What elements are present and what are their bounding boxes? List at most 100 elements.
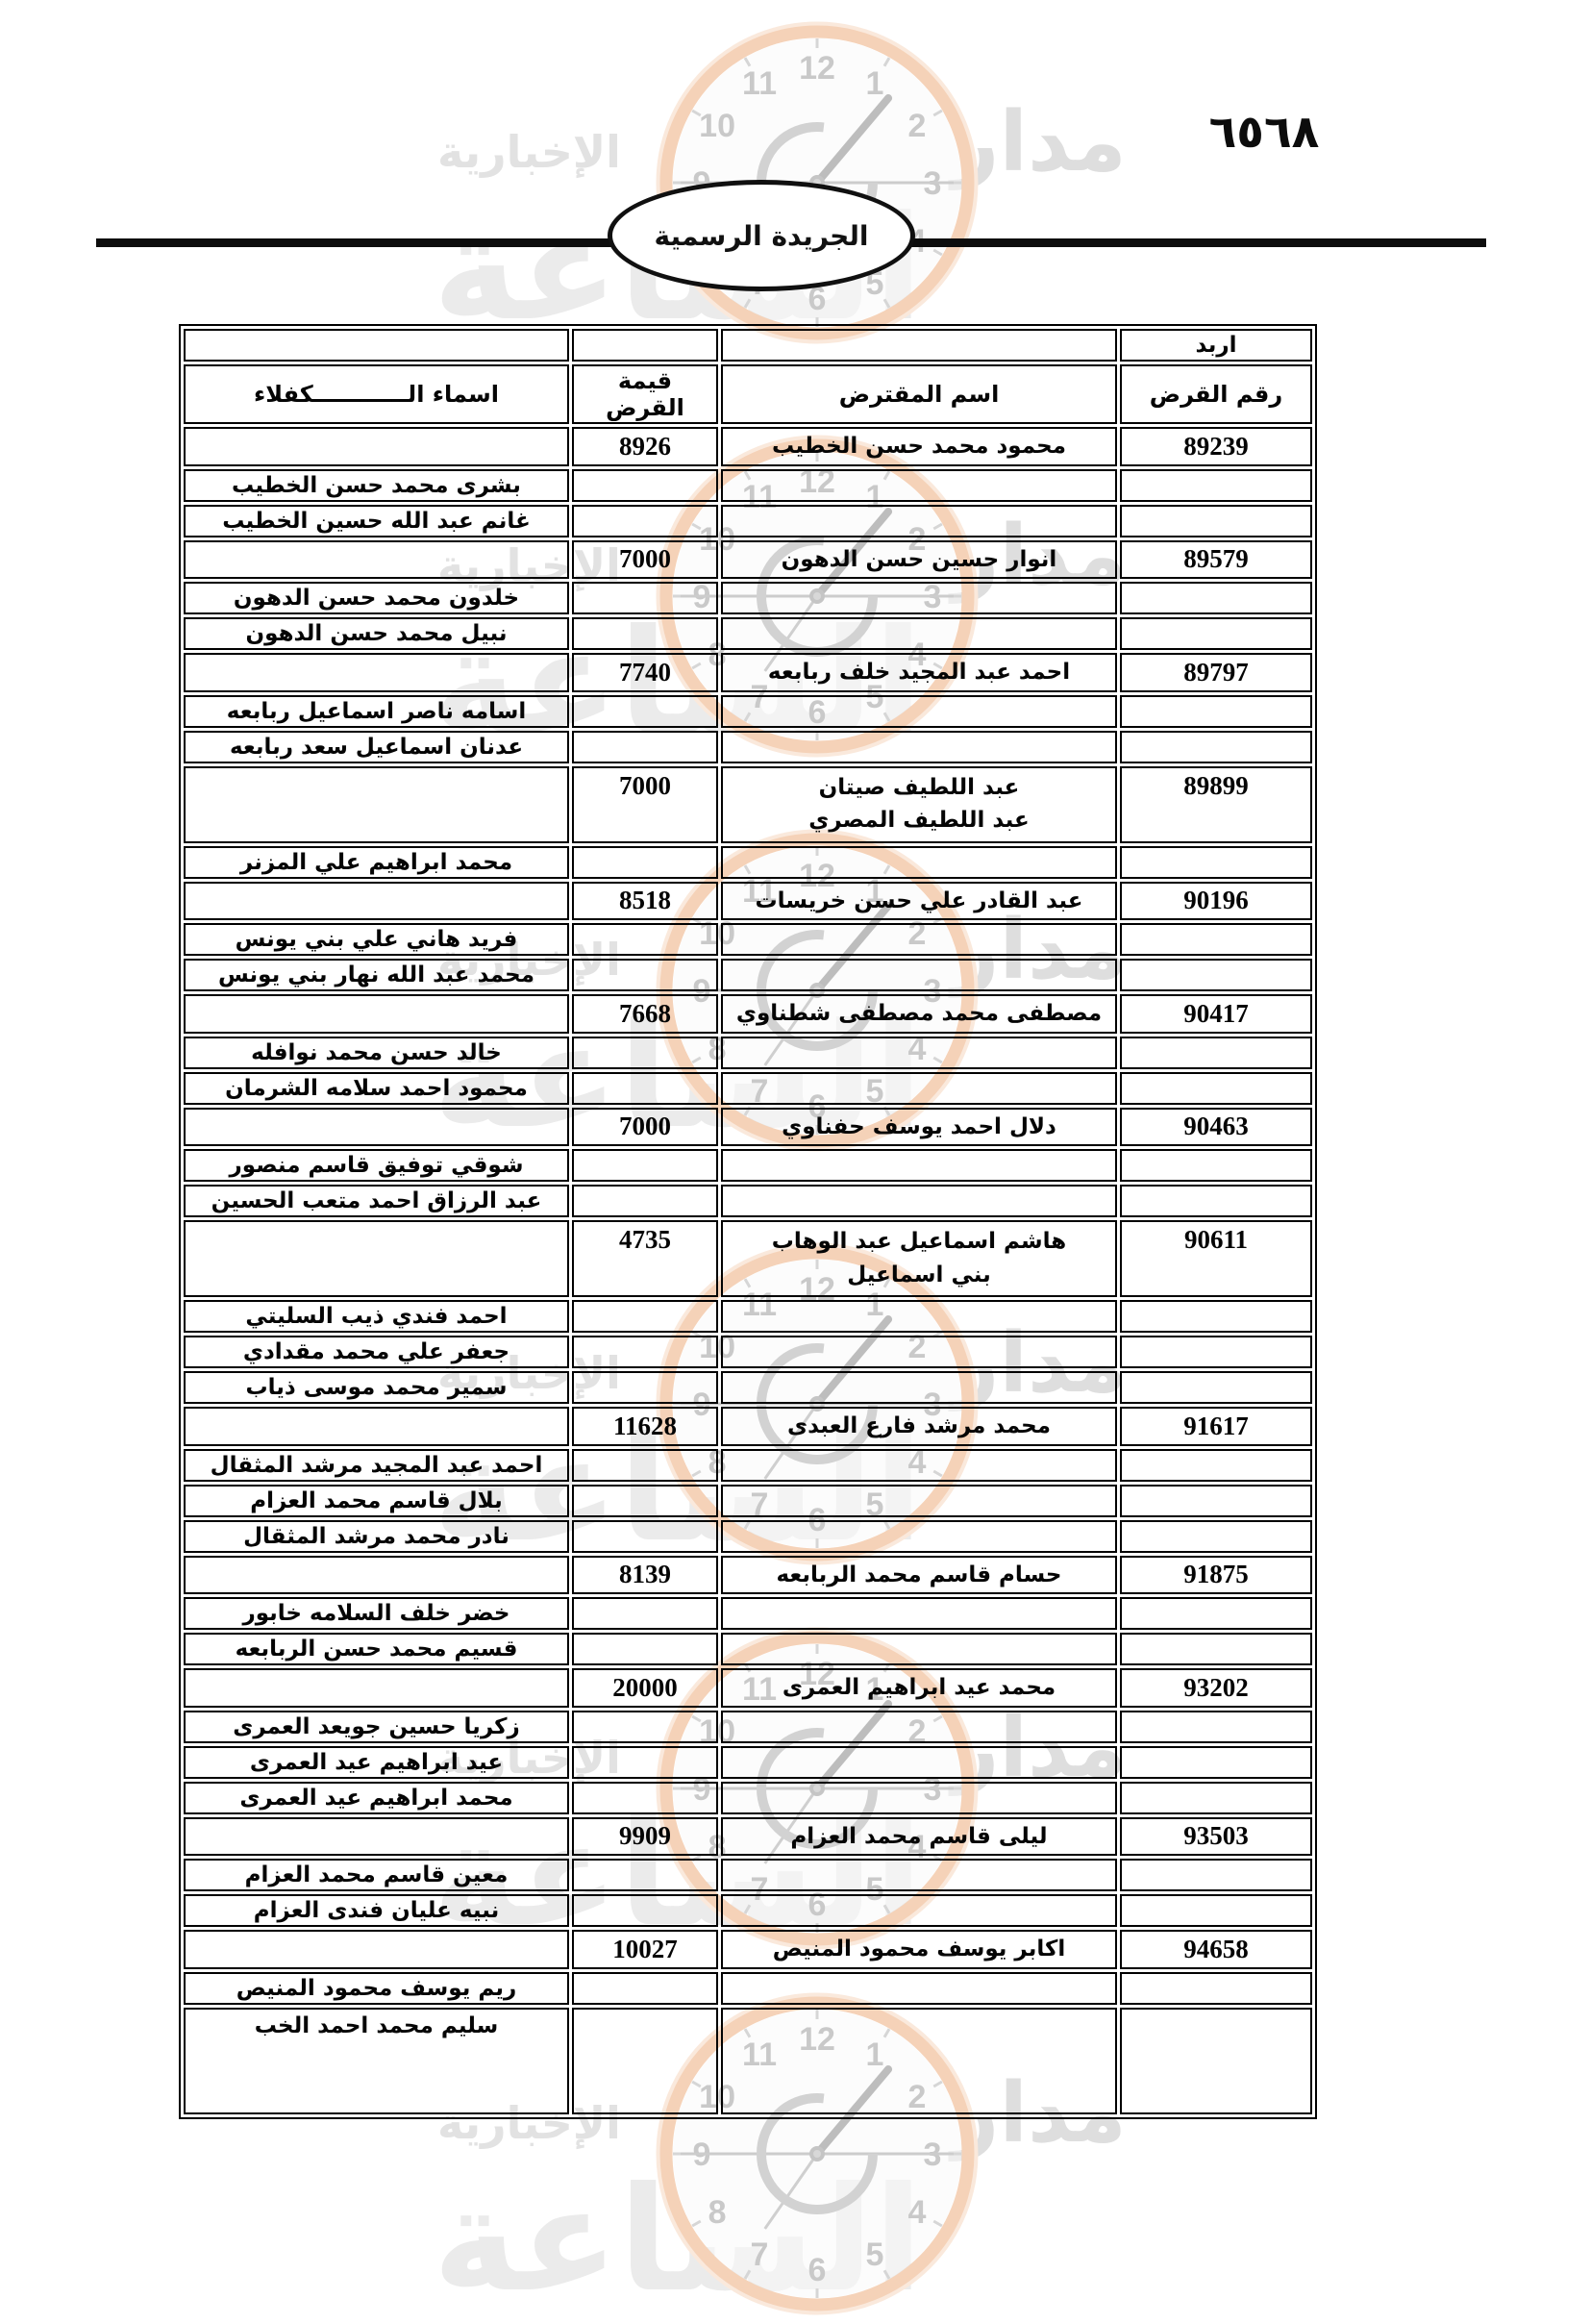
guarantor-cell: سمير محمد موسى ذياب: [184, 1371, 569, 1404]
amount-cell: 9909: [572, 1816, 718, 1856]
svg-text:12: 12: [799, 2021, 835, 2058]
amount-cell: 7000: [572, 539, 718, 579]
guarantor-cell: عيد ابراهيم عيد العمرى: [184, 1745, 569, 1779]
svg-text:11: 11: [742, 65, 777, 102]
clock-watermark-icon: 123456789101112: [656, 1627, 979, 1950]
gazette-title: الجريدة الرسمية: [654, 219, 869, 252]
loan-number-cell: 90417: [1120, 994, 1312, 1034]
watermark-word-madar: مدار: [952, 94, 1127, 190]
amount-cell: 8518: [572, 881, 718, 920]
guarantor-cell: خضر خلف السلامه خابور: [184, 1597, 569, 1630]
loan-number-cell: 93202: [1120, 1668, 1312, 1708]
gazette-title-ellipse: الجريدة الرسمية: [608, 180, 915, 291]
empty-cell: [1120, 730, 1312, 763]
watermark-word-madar: مدار: [952, 1700, 1127, 1796]
amount-cell: 8139: [572, 1555, 718, 1594]
empty-cell: [1120, 582, 1312, 614]
loan-number-cell: 90196: [1120, 881, 1312, 920]
amount-cell: 8926: [572, 427, 718, 466]
svg-text:5: 5: [866, 2237, 884, 2273]
svg-text:11: 11: [742, 2037, 777, 2073]
svg-text:5: 5: [866, 1073, 884, 1110]
clock-watermark: 123456789101112: [654, 1625, 981, 1956]
empty-cell: [572, 923, 718, 956]
loan-number-cell: 93503: [1120, 1816, 1312, 1856]
svg-text:2: 2: [907, 1329, 926, 1365]
svg-text:12: 12: [799, 1656, 835, 1692]
empty-cell: [572, 1036, 718, 1069]
loans-table-body: اربد رقم القرض اسم المقترض قيمة القرض اسماء …: [184, 329, 1312, 2114]
empty-cell: [721, 1519, 1117, 1553]
guarantor-cell: محمد ابراهيم علي المزنر: [184, 845, 569, 879]
guarantor-cell: فريد هاني علي بني يونس: [184, 923, 569, 956]
empty-cell: [572, 504, 718, 537]
empty-cell: [572, 1484, 718, 1517]
svg-text:6: 6: [808, 281, 827, 317]
guarantor-cell: جعفر علي محمد مقدادي: [184, 1336, 569, 1368]
watermark-word-alakhbaria: الإخبارية: [437, 1347, 621, 1399]
empty-cell: [572, 1185, 718, 1217]
empty-cell: [721, 329, 1117, 362]
svg-text:11: 11: [742, 873, 777, 910]
empty-cell: [1120, 1036, 1312, 1069]
borrower-cell: مصطفى محمد مصطفى شطناوي: [721, 994, 1117, 1034]
empty-cell: [721, 1710, 1117, 1743]
svg-text:1: 1: [866, 479, 884, 515]
empty-cell: [721, 1149, 1117, 1182]
guarantor-cell: سليم محمد احمد الخب: [184, 2007, 569, 2114]
guarantor-cell: نبيل محمد حسن الدهون: [184, 617, 569, 650]
empty-cell: [1120, 1859, 1312, 1891]
empty-cell: [1120, 694, 1312, 728]
empty-cell: [1120, 1300, 1312, 1333]
amount-cell: 7000: [572, 1107, 718, 1146]
svg-text:12: 12: [799, 50, 835, 87]
empty-cell: [1120, 2007, 1312, 2114]
svg-text:11: 11: [742, 1671, 777, 1708]
empty-cell: [184, 427, 569, 466]
amount-cell: 7740: [572, 653, 718, 692]
loan-number-cell: 91875: [1120, 1555, 1312, 1594]
svg-text:7: 7: [751, 1871, 769, 1908]
empty-cell: [1120, 959, 1312, 991]
empty-cell: [1120, 1519, 1312, 1553]
empty-cell: [184, 1930, 569, 1969]
column-header-guarantor: اسماء الــــــــــــكفلاء: [184, 364, 569, 424]
empty-cell: [572, 1519, 718, 1553]
empty-cell: [1120, 1745, 1312, 1779]
svg-text:10: 10: [699, 108, 735, 144]
amount-cell: 10027: [572, 1930, 718, 1969]
column-header-amount: قيمة القرض: [572, 364, 718, 424]
empty-cell: [721, 582, 1117, 614]
empty-cell: [572, 468, 718, 502]
empty-cell: [572, 582, 718, 614]
empty-cell: [721, 617, 1117, 650]
empty-cell: [1120, 1448, 1312, 1482]
empty-cell: [572, 1710, 718, 1743]
empty-cell: [1120, 1710, 1312, 1743]
empty-cell: [721, 1185, 1117, 1217]
svg-text:4: 4: [907, 1444, 926, 1481]
borrower-cell: محمد عيد ابراهيم العمرى: [721, 1668, 1117, 1708]
watermark-word-alakhbaria: الإخبارية: [437, 1732, 621, 1784]
empty-cell: [1120, 1071, 1312, 1105]
loan-number-cell: 94658: [1120, 1930, 1312, 1969]
svg-text:4: 4: [907, 637, 926, 673]
empty-cell: [184, 765, 569, 843]
empty-cell: [721, 1745, 1117, 1779]
borrower-cell: عبد القادر علي حسن خريسات: [721, 881, 1117, 920]
empty-cell: [572, 1336, 718, 1368]
empty-cell: [1120, 468, 1312, 502]
svg-text:7: 7: [751, 1073, 769, 1110]
borrower-cell: دلال احمد يوسف حفناوي: [721, 1107, 1117, 1146]
region-cell: اربد: [1120, 329, 1312, 362]
empty-cell: [572, 1300, 718, 1333]
guarantor-cell: خالد حسن محمد نوافله: [184, 1036, 569, 1069]
guarantor-cell: احمد عبد المجيد مرشد المثقال: [184, 1448, 569, 1482]
empty-cell: [572, 1149, 718, 1182]
borrower-cell: حسام قاسم محمد الربابعه: [721, 1555, 1117, 1594]
empty-cell: [1120, 1484, 1312, 1517]
empty-cell: [572, 1371, 718, 1404]
amount-cell: 7000: [572, 765, 718, 843]
empty-cell: [721, 1336, 1117, 1368]
empty-cell: [721, 923, 1117, 956]
